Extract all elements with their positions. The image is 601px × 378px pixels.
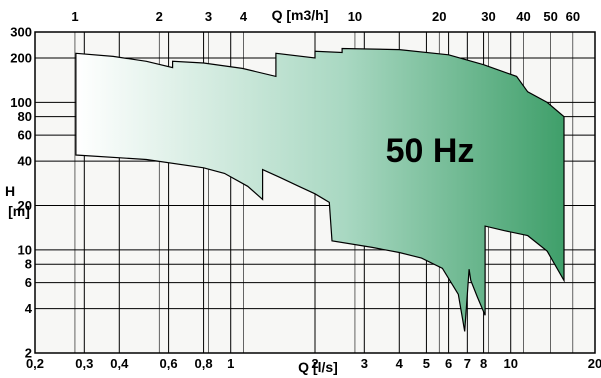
y-tick-label-2: 6 bbox=[25, 275, 32, 290]
y-tick-label-10: 200 bbox=[10, 50, 32, 65]
x-top-tick-label-9: 60 bbox=[566, 9, 580, 24]
x-top-tick-label-8: 50 bbox=[543, 9, 557, 24]
y-tick-label-1: 4 bbox=[25, 301, 33, 316]
x-bottom-tick-label-1: 0,3 bbox=[75, 356, 93, 371]
x-bottom-tick-labels: 0,2 0,3 0,4 0,6 0,8 1 2 3 4 5 6 7 8 10 20 bbox=[26, 356, 601, 371]
plot-frame bbox=[34, 31, 596, 354]
x-bottom-axis-title: Q [l/s] bbox=[298, 359, 338, 375]
y-tick-label-4: 10 bbox=[18, 242, 32, 257]
x-bottom-tick-label-11: 7 bbox=[464, 356, 471, 371]
x-top-tick-labels: 1 2 3 4 10 20 30 40 50 60 bbox=[71, 9, 580, 24]
x-top-tick-label-0: 1 bbox=[71, 9, 78, 24]
x-bottom-tick-label-0: 0,2 bbox=[26, 356, 44, 371]
x-top-tick-label-1: 2 bbox=[156, 9, 163, 24]
x-bottom-tick-label-3: 0,6 bbox=[160, 356, 178, 371]
y-tick-label-3: 8 bbox=[25, 257, 32, 272]
y-tick-label-0: 2 bbox=[25, 346, 32, 361]
x-top-tick-label-7: 40 bbox=[516, 9, 530, 24]
y-tick-label-7: 60 bbox=[18, 128, 32, 143]
x-top-axis-title: Q [m3/h] bbox=[272, 7, 329, 23]
x-bottom-tick-label-2: 0,4 bbox=[110, 356, 129, 371]
x-bottom-tick-label-8: 4 bbox=[396, 356, 404, 371]
frequency-annotation: 50 Hz bbox=[386, 132, 475, 170]
x-bottom-tick-label-6: 2 bbox=[311, 356, 318, 371]
x-bottom-tick-label-7: 3 bbox=[361, 356, 368, 371]
y-axis-title-line2: [m] bbox=[8, 203, 30, 219]
x-top-tick-label-3: 4 bbox=[240, 9, 248, 24]
x-top-tick-label-4: 10 bbox=[348, 9, 362, 24]
y-tick-label-9: 100 bbox=[10, 95, 32, 110]
y-tick-label-5: 20 bbox=[18, 198, 32, 213]
x-bottom-tick-label-10: 6 bbox=[445, 356, 452, 371]
x-top-tick-label-5: 20 bbox=[432, 9, 446, 24]
x-bottom-tick-label-12: 8 bbox=[480, 356, 487, 371]
x-bottom-tick-label-5: 1 bbox=[227, 356, 234, 371]
x-bottom-tick-label-14: 20 bbox=[588, 356, 601, 371]
x-bottom-tick-label-13: 10 bbox=[503, 356, 517, 371]
y-tick-label-11: 300 bbox=[10, 25, 32, 40]
y-tick-label-6: 40 bbox=[18, 154, 32, 169]
x-top-tick-label-6: 30 bbox=[481, 9, 495, 24]
x-bottom-tick-label-9: 5 bbox=[423, 356, 430, 371]
y-axis-title-line1: H bbox=[5, 183, 15, 199]
x-bottom-tick-label-4: 0,8 bbox=[195, 356, 213, 371]
y-tick-label-8: 80 bbox=[18, 109, 32, 124]
performance-envelope-area bbox=[75, 47, 565, 332]
x-top-tick-label-2: 3 bbox=[205, 9, 212, 24]
